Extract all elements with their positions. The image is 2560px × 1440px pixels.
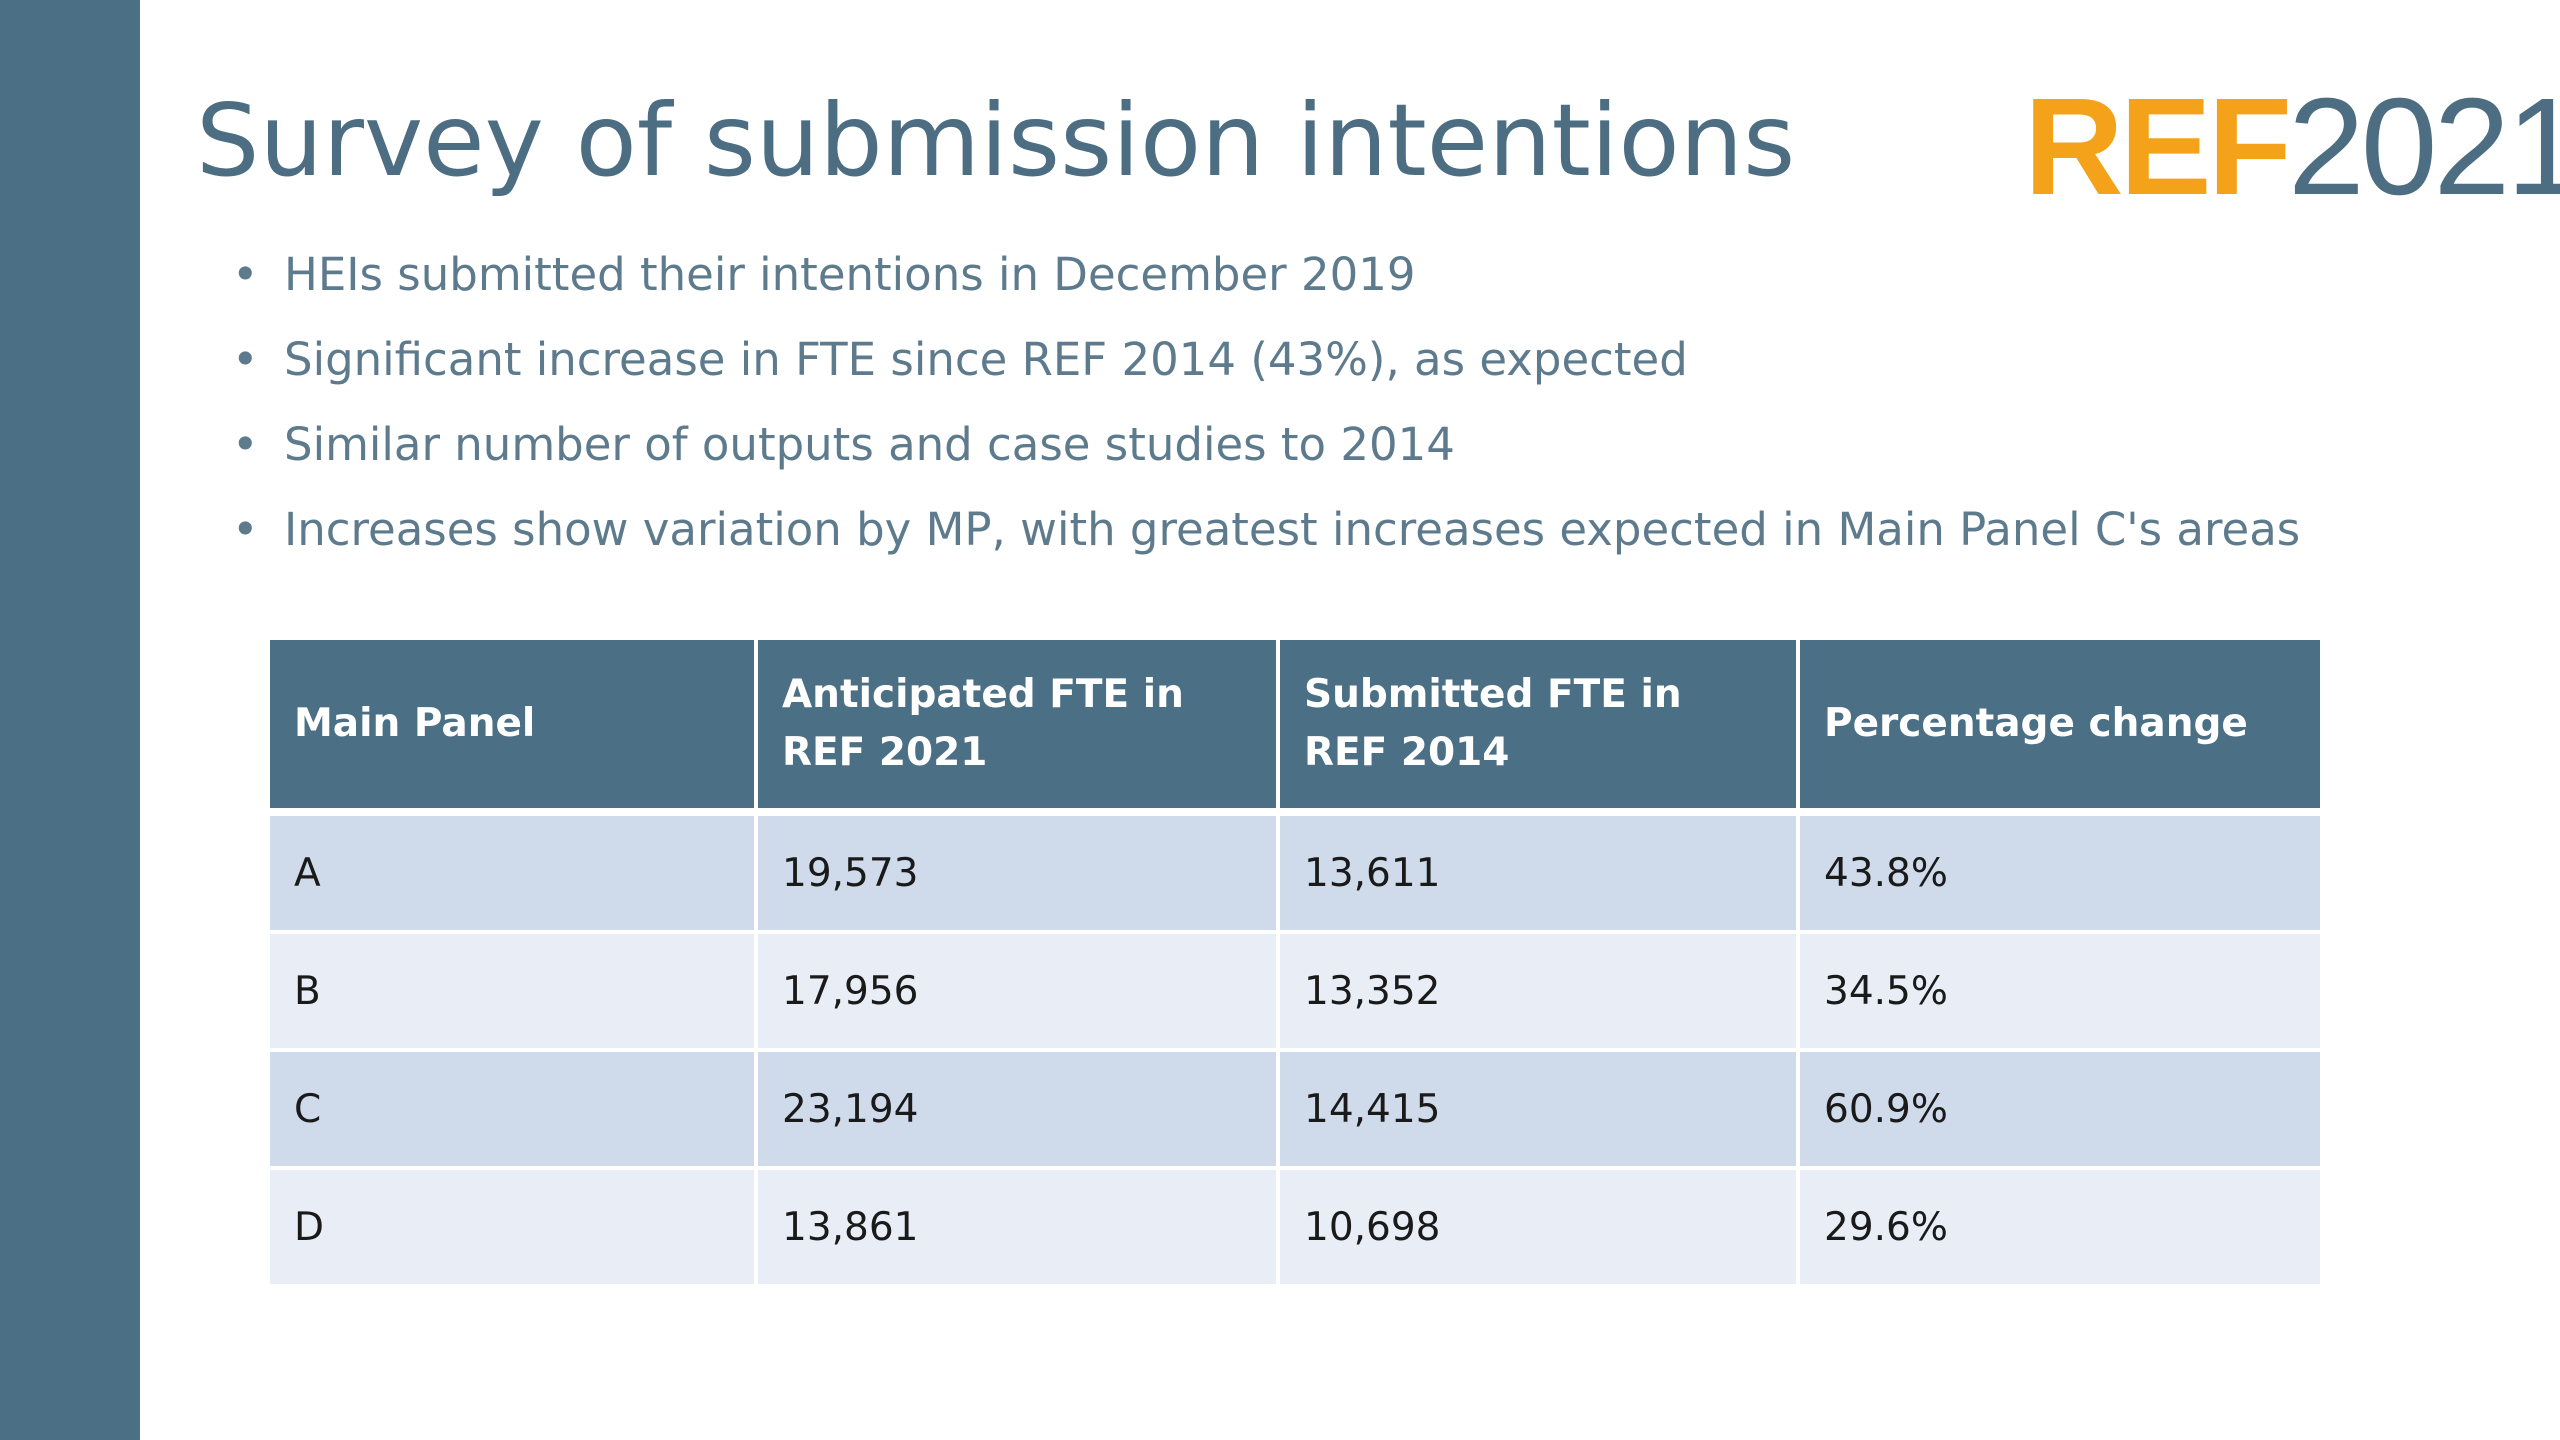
table-row: A 19,573 13,611 43.8%	[270, 812, 2320, 934]
bullet-item: • Increases show variation by MP, with gr…	[232, 497, 2300, 582]
bullet-item: • HEIs submitted their intentions in Dece…	[232, 242, 2300, 327]
fte-comparison-table: Main Panel Anticipated FTE in REF 2021 S…	[270, 640, 2320, 1288]
cell-main-panel: D	[270, 1168, 758, 1288]
bullet-text: HEIs submitted their intentions in Decem…	[284, 248, 1416, 301]
table-row: B 17,956 13,352 34.5%	[270, 932, 2320, 1052]
cell-anticipated-fte: 13,861	[756, 1168, 1280, 1288]
table-row: D 13,861 10,698 29.6%	[270, 1168, 2320, 1288]
cell-submitted-fte: 14,415	[1278, 1050, 1800, 1170]
cell-percentage-change: 43.8%	[1798, 812, 2320, 934]
cell-anticipated-fte: 23,194	[756, 1050, 1280, 1170]
header-main-panel: Main Panel	[270, 640, 758, 816]
bullet-dot-icon: •	[232, 333, 259, 386]
table-header-row: Main Panel Anticipated FTE in REF 2021 S…	[270, 640, 2320, 816]
bullet-dot-icon: •	[232, 248, 259, 301]
header-submitted-fte: Submitted FTE in REF 2014	[1278, 640, 1800, 816]
bullet-item: • Similar number of outputs and case stud…	[232, 412, 2300, 497]
bullet-text: Similar number of outputs and case studi…	[284, 418, 1455, 471]
cell-main-panel: C	[270, 1050, 758, 1170]
cell-main-panel: A	[270, 812, 758, 934]
cell-main-panel: B	[270, 932, 758, 1052]
bullet-dot-icon: •	[232, 418, 259, 471]
header-anticipated-fte: Anticipated FTE in REF 2021	[756, 640, 1280, 816]
cell-percentage-change: 29.6%	[1798, 1168, 2320, 1288]
cell-submitted-fte: 13,611	[1278, 812, 1800, 934]
cell-anticipated-fte: 19,573	[756, 812, 1280, 934]
table-row: C 23,194 14,415 60.9%	[270, 1050, 2320, 1170]
ref2021-logo: REF2021	[2024, 78, 2560, 216]
bullet-list: • HEIs submitted their intentions in Dece…	[232, 242, 2300, 582]
cell-anticipated-fte: 17,956	[756, 932, 1280, 1052]
bullet-text: Increases show variation by MP, with gre…	[284, 503, 2301, 556]
header-percentage-change: Percentage change	[1798, 640, 2320, 816]
logo-ref-text: REF	[2024, 70, 2292, 224]
cell-percentage-change: 60.9%	[1798, 1050, 2320, 1170]
bullet-text: Significant increase in FTE since REF 20…	[284, 333, 1688, 386]
bullet-item: • Significant increase in FTE since REF 2…	[232, 327, 2300, 412]
logo-year-text: 2021	[2288, 70, 2560, 224]
sidebar-accent-bar	[0, 0, 140, 1440]
bullet-dot-icon: •	[232, 503, 259, 556]
cell-submitted-fte: 10,698	[1278, 1168, 1800, 1288]
cell-submitted-fte: 13,352	[1278, 932, 1800, 1052]
slide-title: Survey of submission intentions	[196, 82, 1796, 199]
cell-percentage-change: 34.5%	[1798, 932, 2320, 1052]
